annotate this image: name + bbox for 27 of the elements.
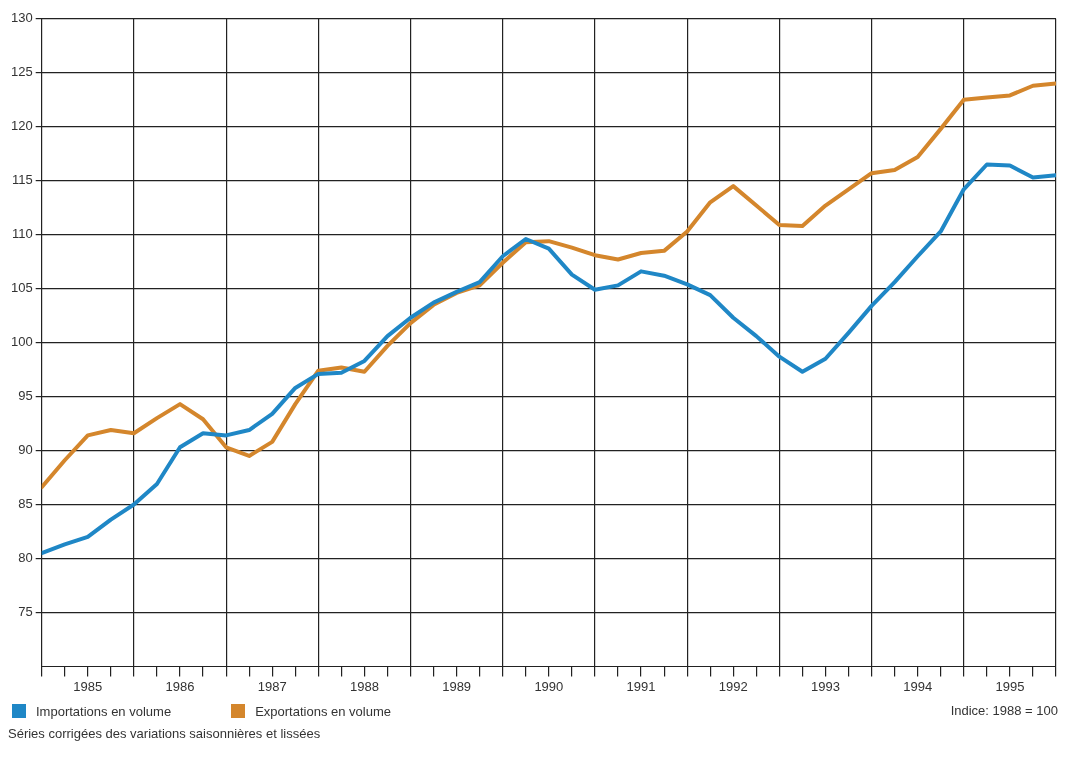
text: Indice: 1988 = 100 [950,703,1058,718]
y-tick-label: 80 [18,550,33,566]
y-tick-label: 130 [10,10,33,26]
x-tick-label: 1992 [718,678,748,694]
legend-label: Exportations en volume [255,703,391,719]
y-tick-label: 85 [18,496,33,512]
x-tick-label: 1995 [995,678,1025,694]
x-tick-label: 1991 [626,678,656,694]
y-tick-label: 90 [18,442,33,458]
y-tick-label: 100 [10,334,33,350]
y-tick-label: 95 [18,388,33,404]
x-tick-label: 1994 [903,678,933,694]
y-tick-label: 120 [10,118,33,134]
text: Séries corrigées des variations saisonnières et lissées [8,726,322,741]
x-tick-label: 1987 [257,678,287,694]
y-tick-label: 125 [10,64,33,80]
x-tick-label: 1986 [165,678,195,694]
y-tick-label: 110 [11,226,33,242]
legend-label: Importations en volume [36,703,172,719]
x-tick-label: 1989 [442,678,472,694]
y-tick-label: 75 [18,604,33,620]
x-tick-label: 1988 [349,678,379,694]
x-tick-label: 1985 [73,678,103,694]
x-tick-label: 1990 [534,678,564,694]
y-tick-label: 115 [11,172,33,188]
x-tick-label: 1993 [811,678,840,694]
y-tick-label: 105 [10,280,33,296]
